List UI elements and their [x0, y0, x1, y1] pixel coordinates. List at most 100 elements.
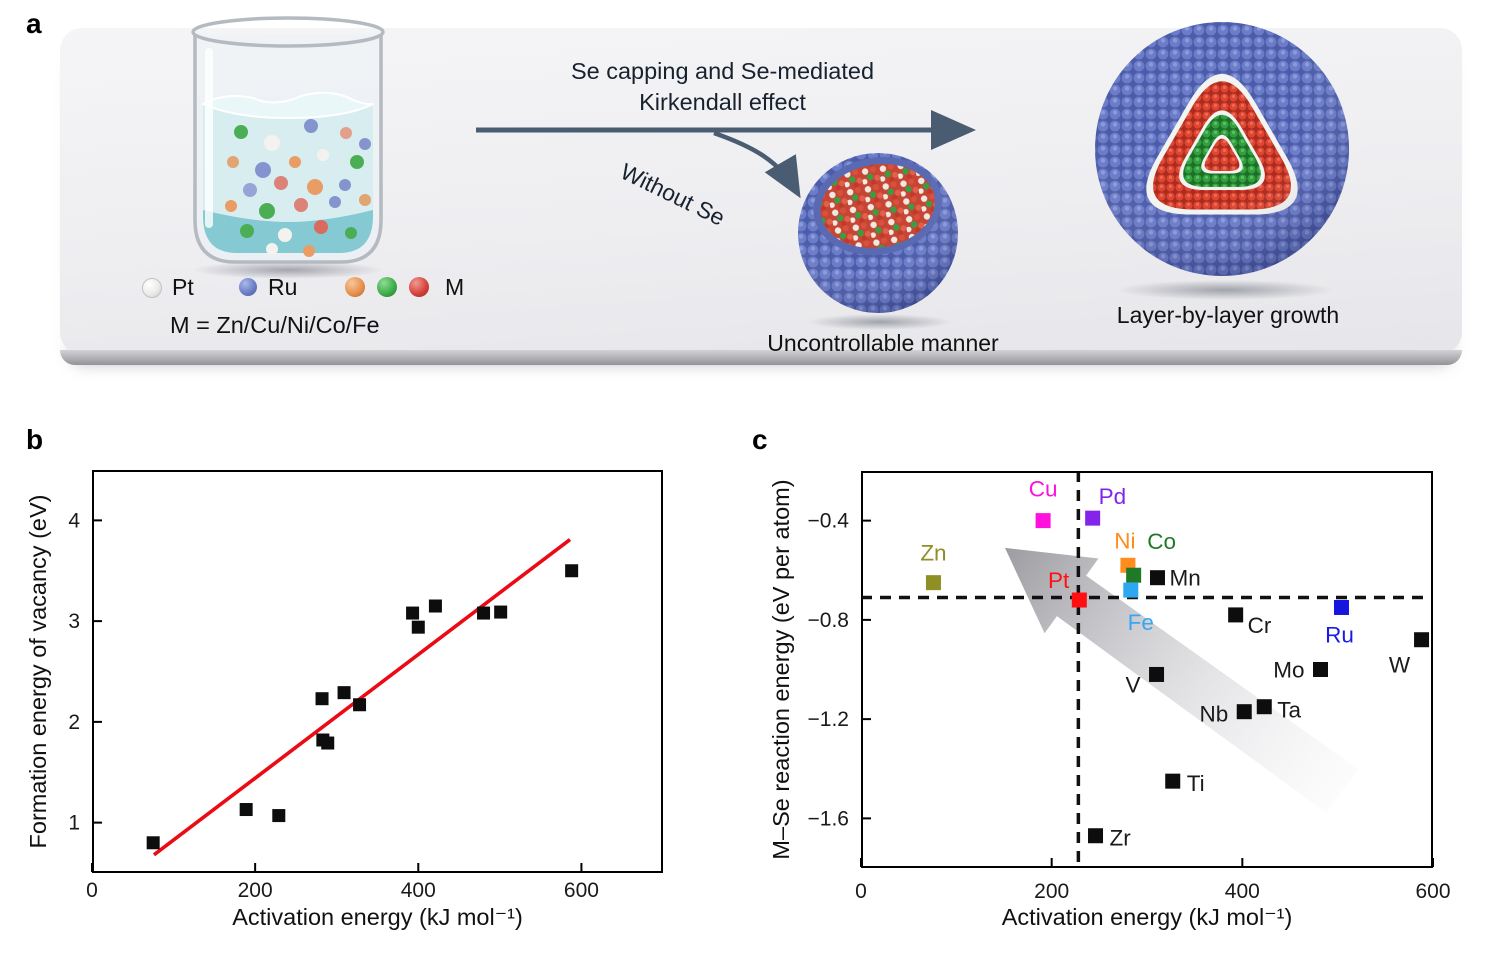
- particle-shading: [798, 153, 958, 313]
- data-point-Nb: [1236, 704, 1252, 720]
- data-point: [353, 698, 367, 712]
- panel-c-label: c: [752, 424, 768, 455]
- element-label-Pt: Pt: [1048, 568, 1070, 593]
- element-label-Cu: Cu: [1029, 477, 1058, 502]
- process-title-line2: Kirkendall effect: [639, 89, 806, 116]
- data-point-Fe: [1123, 582, 1139, 598]
- x-tick-label-400: 400: [401, 879, 436, 902]
- process-title: Se capping and Se-mediated Kirkendall ef…: [490, 56, 955, 118]
- data-point-Pd: [1085, 510, 1101, 526]
- chart-c: Zn Cu Pd Pt Ni Co Fe Mn Cr Ru W Mo V Nb Ta Ti Zr 0 200 400 6…: [808, 471, 1451, 903]
- data-point: [477, 606, 491, 620]
- nanoparticle-uncontrollable: [798, 153, 958, 330]
- y-tick-label-2: 2: [68, 711, 80, 734]
- data-point-Ta: [1256, 699, 1272, 715]
- legend-sphere-m-orange: [345, 277, 365, 297]
- caption-uncontrollable: Uncontrollable manner: [767, 330, 999, 356]
- x-tick-label-600: 600: [1415, 880, 1450, 903]
- element-label-Co: Co: [1147, 529, 1176, 554]
- data-point: [239, 803, 253, 817]
- particle-shadow: [1117, 280, 1333, 300]
- x-tick-label-0: 0: [86, 879, 98, 902]
- data-point: [272, 809, 286, 823]
- element-label-Pd: Pd: [1099, 484, 1127, 509]
- panel-a-label: a: [26, 8, 42, 39]
- legend-sphere-m-green: [377, 277, 397, 297]
- data-point: [146, 836, 160, 850]
- legend-sphere-pt: [142, 278, 162, 298]
- x-tick-label-200: 200: [238, 879, 273, 902]
- data-point-Mo: [1313, 662, 1329, 677]
- chart-c-x-axis-title: Activation energy (kJ mol⁻¹): [1001, 904, 1293, 930]
- chart-b-x-axis-title: Activation energy (kJ mol⁻¹): [232, 904, 523, 930]
- data-point-W: [1414, 632, 1430, 648]
- beaker-liquid-surface: [200, 91, 374, 120]
- element-label-Mo: Mo: [1273, 658, 1304, 683]
- y-tick-label-3: 3: [68, 610, 80, 633]
- trend-arrow: [1005, 547, 1359, 813]
- legend-label-m: M: [445, 274, 465, 300]
- data-point: [494, 605, 508, 619]
- particle-shadow: [808, 314, 952, 330]
- x-tick-label-0: 0: [855, 880, 867, 903]
- process-title-line1: Se capping and Se-mediated: [570, 58, 875, 84]
- data-point-Ru: [1333, 599, 1349, 615]
- data-point: [565, 564, 579, 578]
- plot-frame: [92, 470, 663, 873]
- element-label-Ru: Ru: [1325, 622, 1354, 647]
- caption-layer-growth: Layer-by-layer growth: [1116, 302, 1340, 328]
- data-point: [411, 620, 425, 634]
- data-point: [406, 606, 420, 620]
- chart-b-y-axis-title: Formation energy of vacancy (eV): [25, 494, 51, 849]
- data-point-Mn: [1149, 570, 1165, 586]
- y-tick-label-4: 4: [68, 509, 80, 532]
- data-point-V: [1149, 666, 1165, 682]
- panel-b-label: b: [26, 424, 44, 455]
- beaker-liquid: [203, 104, 373, 253]
- beaker-shadow: [192, 261, 384, 279]
- element-label-Fe: Fe: [1128, 610, 1154, 635]
- y-tick-label--0.8: −0.8: [808, 609, 849, 632]
- particle-shading: [1095, 22, 1349, 276]
- element-label-Nb: Nb: [1199, 702, 1228, 727]
- beaker-illustration: [191, 16, 385, 279]
- chart-c-y-axis-title: M–Se reaction energy (eV per atom): [768, 479, 794, 860]
- legend-sphere-ru: [239, 278, 257, 296]
- data-point-Zr: [1088, 828, 1104, 844]
- legend-label-pt: Pt: [172, 274, 194, 300]
- data-point: [315, 692, 329, 706]
- without-se-arrow: [713, 130, 801, 199]
- data-point: [428, 599, 442, 613]
- beaker-precursor-spheres: [225, 119, 371, 257]
- x-tick-label-600: 600: [564, 879, 599, 902]
- m-definition: M = Zn/Cu/Ni/Co/Fe: [170, 312, 380, 338]
- beaker-rim: [191, 16, 385, 48]
- element-label-Cr: Cr: [1248, 613, 1272, 638]
- panel-a-slab-edge: [60, 350, 1462, 365]
- element-label-Zn: Zn: [920, 541, 946, 566]
- panel-a-arrows: [476, 110, 976, 199]
- legend-sphere-m-red: [409, 277, 429, 297]
- y-tick-label-1: 1: [68, 812, 80, 835]
- x-tick-label-400: 400: [1225, 880, 1260, 903]
- fit-line: [152, 538, 572, 857]
- y-tick-label--0.4: −0.4: [808, 510, 850, 533]
- element-label-V: V: [1126, 672, 1141, 697]
- y-tick-label--1.2: −1.2: [808, 708, 849, 731]
- chart-b: 0 200 400 600 1 2 3 4: [68, 470, 663, 902]
- element-label-Ta: Ta: [1277, 698, 1301, 723]
- nanoparticle-layered: [1095, 22, 1349, 300]
- data-point-Zn: [925, 575, 941, 591]
- element-label-Mn: Mn: [1169, 566, 1200, 591]
- beaker-highlight: [205, 48, 213, 228]
- plot-frame: [861, 471, 1433, 868]
- data-point-Cr: [1228, 607, 1244, 623]
- data-point-Pt: [1071, 592, 1087, 608]
- legend-label-ru: Ru: [268, 274, 298, 300]
- data-point-Co: [1126, 567, 1142, 583]
- data-point: [337, 686, 351, 700]
- element-label-Zr: Zr: [1110, 826, 1132, 851]
- y-tick-label--1.6: −1.6: [808, 807, 849, 830]
- x-tick-label-200: 200: [1034, 880, 1069, 903]
- element-label-Ni: Ni: [1114, 528, 1135, 553]
